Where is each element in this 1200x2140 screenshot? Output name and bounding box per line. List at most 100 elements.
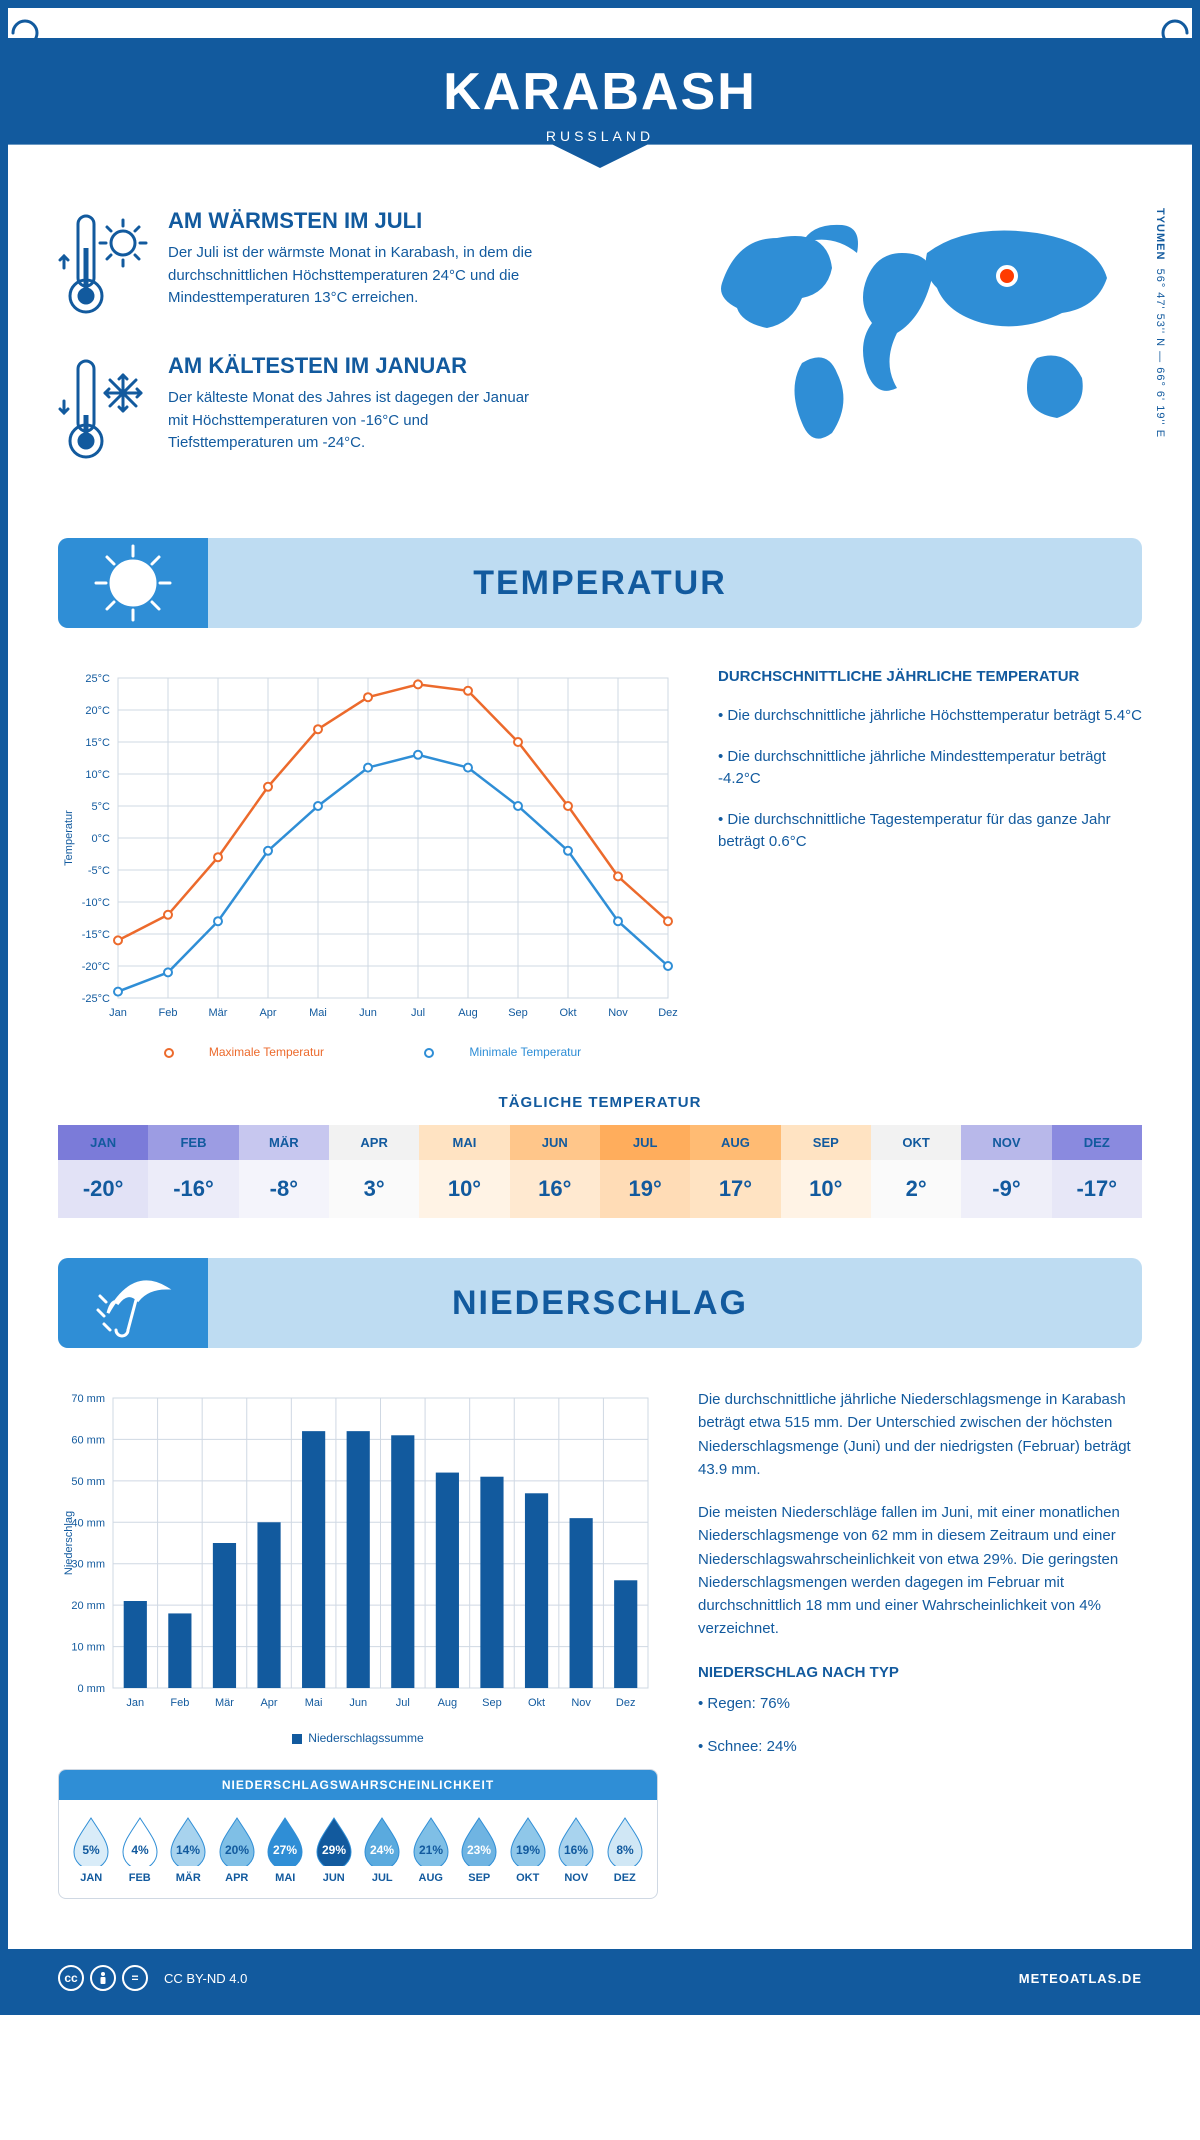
site-label: METEOATLAS.DE: [1019, 1971, 1142, 1986]
svg-text:27%: 27%: [273, 1843, 297, 1857]
daily-temp-cell: OKT2°: [871, 1125, 961, 1218]
svg-text:20%: 20%: [225, 1843, 249, 1857]
temp-chart-legend: Maximale Temperatur Minimale Temperatur: [58, 1045, 678, 1059]
svg-text:Okt: Okt: [528, 1697, 545, 1709]
svg-text:20°C: 20°C: [85, 705, 110, 717]
daily-temp-cell: MÄR-8°: [239, 1125, 329, 1218]
world-map: TYUMEN 56° 47' 53'' N — 66° 6' 19'' E: [692, 208, 1142, 498]
svg-text:10 mm: 10 mm: [71, 1642, 105, 1654]
thermometer-snow-icon: [58, 353, 148, 468]
svg-text:Jan: Jan: [126, 1697, 144, 1709]
temperature-line-chart: -25°C-20°C-15°C-10°C-5°C0°C5°C10°C15°C20…: [58, 668, 678, 1059]
svg-text:19%: 19%: [516, 1843, 540, 1857]
svg-text:Mai: Mai: [305, 1697, 323, 1709]
svg-text:8%: 8%: [616, 1843, 634, 1857]
nd-icon: =: [122, 1965, 148, 1991]
svg-text:70 mm: 70 mm: [71, 1393, 105, 1405]
svg-text:Okt: Okt: [559, 1007, 576, 1019]
svg-text:Mai: Mai: [309, 1007, 327, 1019]
svg-text:Nov: Nov: [608, 1007, 628, 1019]
umbrella-icon: [58, 1258, 208, 1348]
svg-text:5%: 5%: [83, 1843, 101, 1857]
temperature-stats: DURCHSCHNITTLICHE JÄHRLICHE TEMPERATUR •…: [718, 668, 1142, 1059]
svg-text:Feb: Feb: [170, 1697, 189, 1709]
svg-text:Jun: Jun: [349, 1697, 367, 1709]
daily-temp-cell: JUN16°: [510, 1125, 600, 1218]
svg-text:29%: 29%: [322, 1843, 346, 1857]
probability-drop: 23% SEP: [455, 1814, 504, 1884]
svg-text:Aug: Aug: [438, 1697, 458, 1709]
svg-text:40 mm: 40 mm: [71, 1517, 105, 1529]
precipitation-section-header: NIEDERSCHLAG: [58, 1258, 1142, 1348]
probability-drop: 29% JUN: [310, 1814, 359, 1884]
svg-text:-20°C: -20°C: [82, 961, 110, 973]
svg-text:16%: 16%: [564, 1843, 588, 1857]
svg-text:25°C: 25°C: [85, 673, 110, 685]
probability-drop: 21% AUG: [407, 1814, 456, 1884]
precip-chart-legend: Niederschlagssumme: [58, 1731, 658, 1745]
svg-text:21%: 21%: [419, 1843, 443, 1857]
daily-temp-cell: JUL19°: [600, 1125, 690, 1218]
svg-text:Apr: Apr: [260, 1697, 277, 1709]
svg-text:10°C: 10°C: [85, 769, 110, 781]
svg-text:Mär: Mär: [209, 1007, 228, 1019]
svg-text:4%: 4%: [131, 1843, 149, 1857]
svg-text:-10°C: -10°C: [82, 897, 110, 909]
daily-temp-cell: DEZ-17°: [1052, 1125, 1142, 1218]
svg-text:Jun: Jun: [359, 1007, 377, 1019]
svg-text:0°C: 0°C: [92, 833, 111, 845]
svg-text:0 mm: 0 mm: [78, 1683, 106, 1695]
license-badges: cc = CC BY-ND 4.0: [58, 1965, 247, 1991]
svg-text:15°C: 15°C: [85, 737, 110, 749]
sun-icon: [58, 538, 208, 628]
svg-text:Mär: Mär: [215, 1697, 234, 1709]
thermometer-sun-icon: [58, 208, 148, 323]
svg-text:Nov: Nov: [571, 1697, 591, 1709]
svg-text:Jul: Jul: [396, 1697, 410, 1709]
svg-text:5°C: 5°C: [92, 801, 111, 813]
svg-text:Aug: Aug: [458, 1007, 478, 1019]
probability-drop: 16% NOV: [552, 1814, 601, 1884]
probability-drop: 14% MÄR: [164, 1814, 213, 1884]
svg-text:Feb: Feb: [159, 1007, 178, 1019]
cc-icon: cc: [58, 1965, 84, 1991]
svg-text:-5°C: -5°C: [88, 865, 110, 877]
daily-temp-cell: SEP10°: [781, 1125, 871, 1218]
svg-text:Jul: Jul: [411, 1007, 425, 1019]
probability-drop: 20% APR: [213, 1814, 262, 1884]
probability-drop: 27% MAI: [261, 1814, 310, 1884]
probability-drop: 24% JUL: [358, 1814, 407, 1884]
precipitation-text: Die durchschnittliche jährliche Niedersc…: [698, 1388, 1142, 1899]
daily-temp-cell: NOV-9°: [961, 1125, 1051, 1218]
probability-drop: 19% OKT: [504, 1814, 553, 1884]
coldest-text: Der kälteste Monat des Jahres ist dagege…: [168, 387, 548, 455]
svg-text:Dez: Dez: [658, 1007, 678, 1019]
svg-text:Sep: Sep: [508, 1007, 528, 1019]
svg-text:20 mm: 20 mm: [71, 1600, 105, 1612]
svg-text:Sep: Sep: [482, 1697, 502, 1709]
by-icon: [90, 1965, 116, 1991]
svg-text:14%: 14%: [176, 1843, 200, 1857]
svg-text:Dez: Dez: [616, 1697, 636, 1709]
svg-text:23%: 23%: [467, 1843, 491, 1857]
coldest-heading: AM KÄLTESTEN IM JANUAR: [168, 353, 548, 379]
daily-temp-cell: JAN-20°: [58, 1125, 148, 1218]
precipitation-probability-panel: NIEDERSCHLAGSWAHRSCHEINLICHKEIT 5% JAN 4…: [58, 1769, 658, 1899]
svg-text:Apr: Apr: [259, 1007, 276, 1019]
svg-text:30 mm: 30 mm: [71, 1559, 105, 1571]
page-footer: cc = CC BY-ND 4.0 METEOATLAS.DE: [8, 1949, 1192, 2007]
coldest-fact: AM KÄLTESTEN IM JANUAR Der kälteste Mona…: [58, 353, 652, 468]
daily-temp-cell: FEB-16°: [148, 1125, 238, 1218]
svg-text:-25°C: -25°C: [82, 993, 110, 1005]
svg-text:24%: 24%: [370, 1843, 394, 1857]
license-label: CC BY-ND 4.0: [164, 1971, 247, 1986]
svg-text:Niederschlag: Niederschlag: [63, 1511, 75, 1575]
probability-drop: 8% DEZ: [601, 1814, 650, 1884]
warmest-text: Der Juli ist der wärmste Monat in Karaba…: [168, 242, 548, 310]
country-subtitle: RUSSLAND: [32, 128, 1168, 144]
warmest-fact: AM WÄRMSTEN IM JULI Der Juli ist der wär…: [58, 208, 652, 323]
probability-drop: 5% JAN: [67, 1814, 116, 1884]
daily-temp-title: TÄGLICHE TEMPERATUR: [58, 1094, 1142, 1111]
precipitation-bar-chart: 0 mm10 mm20 mm30 mm40 mm50 mm60 mm70 mmJ…: [58, 1388, 658, 1745]
daily-temp-cell: MAI10°: [419, 1125, 509, 1218]
